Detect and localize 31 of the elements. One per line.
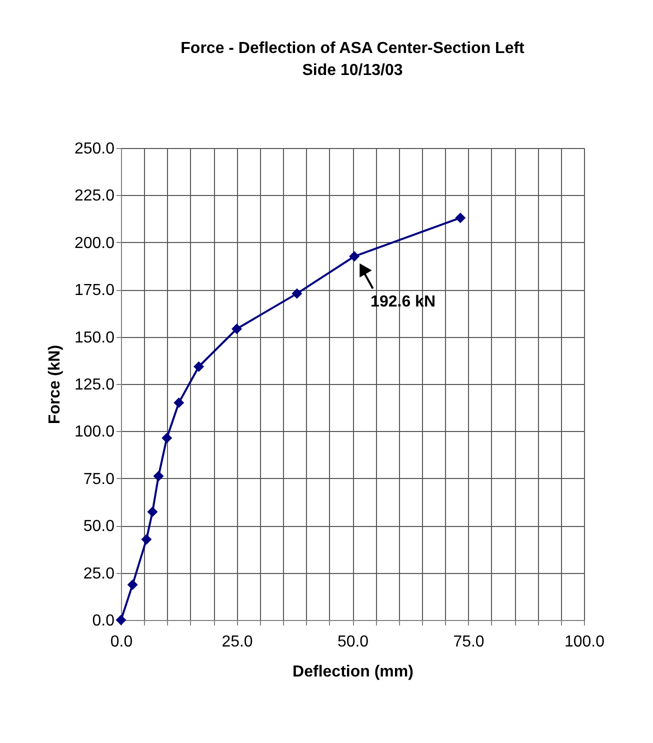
point [292,288,302,299]
y-tick-label: 75.0 [83,470,115,488]
point [232,324,242,334]
y-tick-label: 25.0 [83,565,115,582]
point [141,534,152,545]
point [127,579,138,590]
x-tick-label: 0.0 [110,634,133,650]
point [349,251,360,262]
point [162,432,172,444]
x-tick-label: 75.0 [453,634,484,650]
y-tick-label: 50.0 [83,518,115,536]
y-tick-label: 175.0 [74,282,115,300]
y-tick-label: 225.0 [74,188,115,205]
y-tick-label: 200.0 [74,234,115,252]
x-tick-label: 50.0 [337,634,369,650]
y-tick-label: 150.0 [74,329,115,346]
chart-title: Force - Deflection of ASA Center-Section Left Side 10/13/03 [180,40,526,79]
point [147,506,158,518]
x-tick-label: 100.0 [564,634,605,650]
x-tick-label: 25.0 [222,634,253,650]
point [116,614,126,626]
point [174,397,184,408]
point [455,212,466,224]
x-axis-title: Deflection (mm) [292,664,414,680]
y-tick-label: 100.0 [74,424,115,441]
y-tick-label: 0.0 [92,612,115,630]
y-axis-title: Force (kN) [46,344,64,424]
y-tick-label: 125.0 [74,376,115,394]
y-tick-label: 250.0 [74,140,115,158]
point [153,470,164,482]
point [194,361,204,372]
